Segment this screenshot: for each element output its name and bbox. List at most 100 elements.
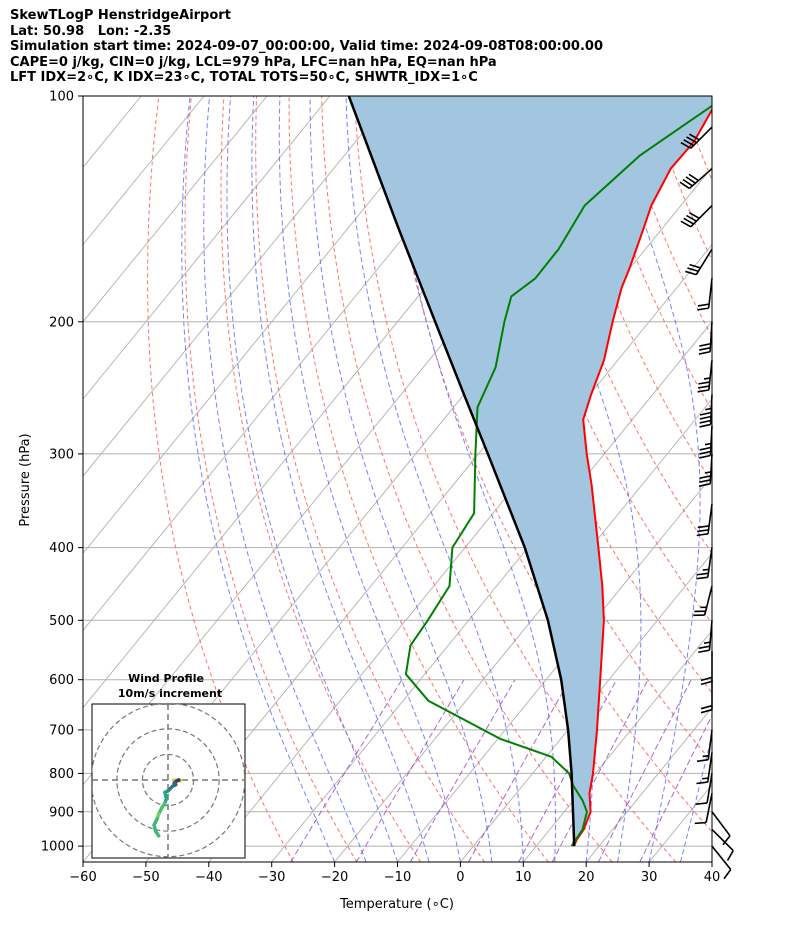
wind-barb-feather xyxy=(698,483,711,487)
wind-barb-staff xyxy=(707,729,713,760)
wind-barb xyxy=(679,168,713,190)
dry-adiabat xyxy=(147,96,294,862)
temperature-trace xyxy=(573,107,712,847)
hodograph-plot xyxy=(92,704,245,858)
isotherm-line xyxy=(83,96,331,400)
isotherm-line xyxy=(83,96,457,555)
mixing-ratio-line xyxy=(355,679,465,862)
wind-barb-half-feather xyxy=(703,641,711,645)
wind-barb-feather xyxy=(698,649,710,654)
wind-barb-feather xyxy=(699,415,712,420)
wind-barb xyxy=(697,360,713,393)
wind-barb-half-feather xyxy=(704,442,712,446)
wind-barb xyxy=(699,425,713,459)
wind-barb-feather xyxy=(700,676,713,682)
y-tick-label: 100 xyxy=(49,90,74,105)
wind-barb-feather xyxy=(726,850,734,861)
wind-barb xyxy=(698,321,713,355)
wind-barb-feather xyxy=(699,454,711,459)
y-tick-label: 700 xyxy=(49,723,74,738)
isotherm-line xyxy=(334,398,712,862)
wind-barb xyxy=(700,679,713,714)
wind-barb-feather xyxy=(689,263,701,269)
wind-barb-feather xyxy=(683,139,695,147)
moist-adiabat xyxy=(389,96,556,862)
wind-barb xyxy=(680,205,713,228)
x-tick-label: 10 xyxy=(515,870,532,885)
y-tick-label: 500 xyxy=(49,614,74,629)
wind-barb-feather xyxy=(696,758,709,763)
isotherm-line xyxy=(522,629,712,862)
wind-barb xyxy=(696,504,713,537)
wind-barb-staff xyxy=(703,585,713,616)
mixing-ratio-line xyxy=(468,679,571,862)
parcel-trace xyxy=(347,96,576,847)
wind-barb-feather xyxy=(688,133,700,141)
isotherm-line xyxy=(460,552,712,862)
x-tick-label: −10 xyxy=(384,870,411,885)
wind-barb-half-feather xyxy=(704,471,712,474)
x-tick-label: 0 xyxy=(456,870,464,885)
wind-barb-half-feather xyxy=(705,407,712,411)
wind-barb-feather xyxy=(682,178,693,187)
time-line: Simulation start time: 2024-09-07_00:00:… xyxy=(10,39,603,54)
isotherm-line xyxy=(775,96,794,862)
wind-barb-feather xyxy=(696,533,709,537)
wind-barb-feather xyxy=(685,176,696,184)
wind-barb-feather xyxy=(699,342,711,347)
y-tick-label: 900 xyxy=(49,805,74,820)
mixing-ratio-line xyxy=(551,679,649,862)
hodograph-title: Wind Profile xyxy=(128,672,204,685)
dry-adiabat xyxy=(778,96,794,862)
wind-barb xyxy=(694,793,713,825)
wind-barb-feather xyxy=(699,346,711,351)
wind-barb-feather xyxy=(700,708,713,714)
isotherm-line xyxy=(0,96,78,862)
wind-barb-feather xyxy=(695,802,708,805)
y-tick-label: 300 xyxy=(49,447,74,462)
wind-barb xyxy=(711,811,731,846)
wind-barb-feather xyxy=(699,423,711,428)
isotherm-line xyxy=(83,96,268,323)
wind-barb-staff xyxy=(708,360,713,391)
moist-adiabat xyxy=(226,96,398,862)
dry-adiabat xyxy=(353,96,677,862)
wind-barb-feather xyxy=(697,385,710,389)
isotherm-line xyxy=(648,784,712,862)
dry-adiabat xyxy=(386,96,712,833)
dry-adiabat xyxy=(581,96,712,412)
wind-barb-staff xyxy=(707,504,713,534)
y-tick-label: 1000 xyxy=(41,840,74,855)
wind-barb-staff xyxy=(711,811,731,837)
x-tick-label: −50 xyxy=(132,870,159,885)
wind-barb-feather xyxy=(699,419,711,424)
axes: −60 −50 −40 −30 −20 −10 0 10 20 30 40 100 200 300 400 5… xyxy=(41,90,720,886)
wind-barb-feather xyxy=(722,835,731,846)
wind-barb-feather xyxy=(688,173,699,182)
x-axis-label: Temperature (∘C) xyxy=(339,897,454,912)
wind-barb xyxy=(711,845,732,880)
wind-barb xyxy=(695,773,713,805)
moist-adiabat xyxy=(711,860,712,862)
wind-barb-half-feather xyxy=(703,377,711,380)
y-tick-label: 800 xyxy=(49,767,74,782)
wind-barb-feather xyxy=(723,869,732,880)
cin-shading xyxy=(348,96,712,847)
wind-barb xyxy=(696,547,713,580)
wind-barb xyxy=(698,453,713,487)
wind-barb xyxy=(696,752,713,785)
wind-barb xyxy=(680,126,713,149)
moist-adiabat xyxy=(278,96,461,862)
index-line: LFT IDX=2∘C, K IDX=23∘C, TOTAL TOTS=50∘C… xyxy=(10,70,478,85)
dry-adiabat xyxy=(549,96,712,484)
wind-barb-feather xyxy=(698,381,710,385)
isotherm-line xyxy=(711,861,712,862)
moist-adiabat xyxy=(680,732,712,862)
wind-barb xyxy=(697,278,713,311)
wind-barb-staff xyxy=(709,425,713,456)
dry-adiabat xyxy=(288,96,549,862)
wind-barb-staff xyxy=(707,278,713,309)
wind-barb-staff xyxy=(709,394,713,425)
y-tick-label: 600 xyxy=(49,673,74,688)
